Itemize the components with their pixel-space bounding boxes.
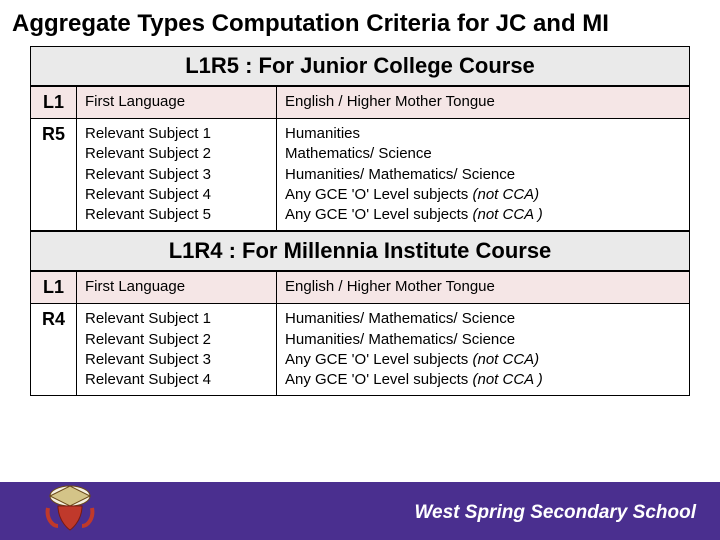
table-row: L1First LanguageEnglish / Higher Mother … — [31, 272, 690, 304]
row-code: R4 — [31, 304, 77, 396]
content-area: L1R5 : For Junior College CourseL1First … — [30, 46, 690, 396]
row-subjects: Relevant Subject 1Relevant Subject 2Rele… — [77, 119, 277, 231]
row-description: HumanitiesMathematics/ ScienceHumanities… — [277, 119, 690, 231]
row-subjects: First Language — [77, 272, 277, 304]
table-row: R4Relevant Subject 1Relevant Subject 2Re… — [31, 304, 690, 396]
page-title: Aggregate Types Computation Criteria for… — [0, 0, 720, 46]
row-description: English / Higher Mother Tongue — [277, 87, 690, 119]
row-subjects: Relevant Subject 1Relevant Subject 2Rele… — [77, 304, 277, 396]
row-subjects: First Language — [77, 87, 277, 119]
footer-bar: West Spring Secondary School — [0, 482, 720, 540]
school-logo — [38, 478, 102, 534]
criteria-table: L1First LanguageEnglish / Higher Mother … — [30, 271, 690, 396]
row-code: L1 — [31, 272, 77, 304]
row-description: Humanities/ Mathematics/ ScienceHumaniti… — [277, 304, 690, 396]
section-header: L1R4 : For Millennia Institute Course — [30, 231, 690, 271]
row-description: English / Higher Mother Tongue — [277, 272, 690, 304]
criteria-table: L1First LanguageEnglish / Higher Mother … — [30, 86, 690, 231]
row-code: R5 — [31, 119, 77, 231]
section-header: L1R5 : For Junior College Course — [30, 46, 690, 86]
table-row: L1First LanguageEnglish / Higher Mother … — [31, 87, 690, 119]
row-code: L1 — [31, 87, 77, 119]
footer-school-name: West Spring Secondary School — [414, 502, 696, 524]
table-row: R5Relevant Subject 1Relevant Subject 2Re… — [31, 119, 690, 231]
